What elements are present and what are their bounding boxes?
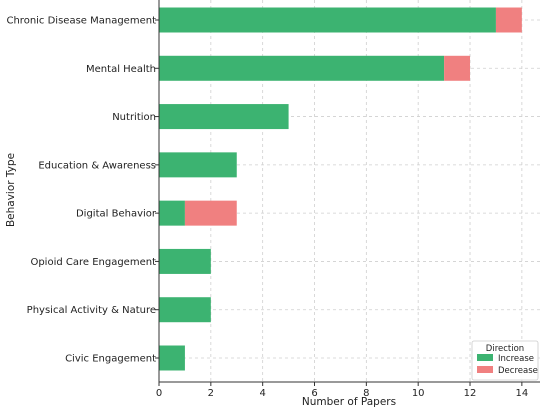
legend-swatch-increase bbox=[477, 354, 493, 361]
x-tick-label-7: 14 bbox=[515, 388, 528, 399]
bar-increase-3 bbox=[159, 152, 237, 178]
bar-decrease-4 bbox=[184, 200, 237, 226]
bar-increase-6 bbox=[159, 297, 211, 323]
x-tick-label-5: 10 bbox=[412, 388, 425, 399]
bar-increase-5 bbox=[159, 248, 211, 274]
bar-increase-1 bbox=[159, 55, 445, 81]
bar-decrease-1 bbox=[444, 55, 471, 81]
y-tick-label-2: Nutrition bbox=[112, 112, 156, 123]
y-tick-label-3: Education & Awareness bbox=[38, 160, 156, 171]
y-tick-label-0: Chronic Disease Management bbox=[6, 16, 156, 27]
y-tick-label-5: Opioid Care Engagement bbox=[30, 257, 156, 268]
bar-increase-0 bbox=[159, 7, 496, 33]
legend-swatch-decrease bbox=[477, 366, 493, 373]
x-tick-label-1: 2 bbox=[208, 388, 214, 399]
x-tick-label-6: 12 bbox=[464, 388, 477, 399]
bar-increase-4 bbox=[159, 200, 185, 226]
axis-layer: 0 2 4 6 8 10 12 14 Chronic Disease Management Men… bbox=[6, 0, 540, 399]
x-tick-label-0: 0 bbox=[156, 388, 162, 399]
legend-title: Direction bbox=[486, 344, 524, 354]
y-tick-label-4: Digital Behavior bbox=[76, 209, 157, 220]
x-tick-label-3: 6 bbox=[311, 388, 317, 399]
y-tick-label-1: Mental Health bbox=[86, 64, 156, 75]
x-tick-label-4: 8 bbox=[363, 388, 369, 399]
y-tick-label-7: Civic Engagement bbox=[65, 354, 156, 365]
y-tick-label-6: Physical Activity & Nature bbox=[27, 305, 156, 316]
legend-label-decrease: Decrease bbox=[498, 366, 538, 376]
legend-label-increase: Increase bbox=[498, 354, 534, 364]
x-tick-label-2: 4 bbox=[259, 388, 265, 399]
bar-layer bbox=[159, 7, 522, 371]
bar-increase-2 bbox=[159, 104, 289, 130]
bar-decrease-0 bbox=[495, 7, 522, 33]
y-axis-label: Behavior Type bbox=[5, 153, 17, 227]
x-axis-label: Number of Papers bbox=[302, 396, 396, 408]
legend: Direction Increase Decrease bbox=[471, 340, 539, 381]
bar-increase-7 bbox=[159, 345, 185, 371]
